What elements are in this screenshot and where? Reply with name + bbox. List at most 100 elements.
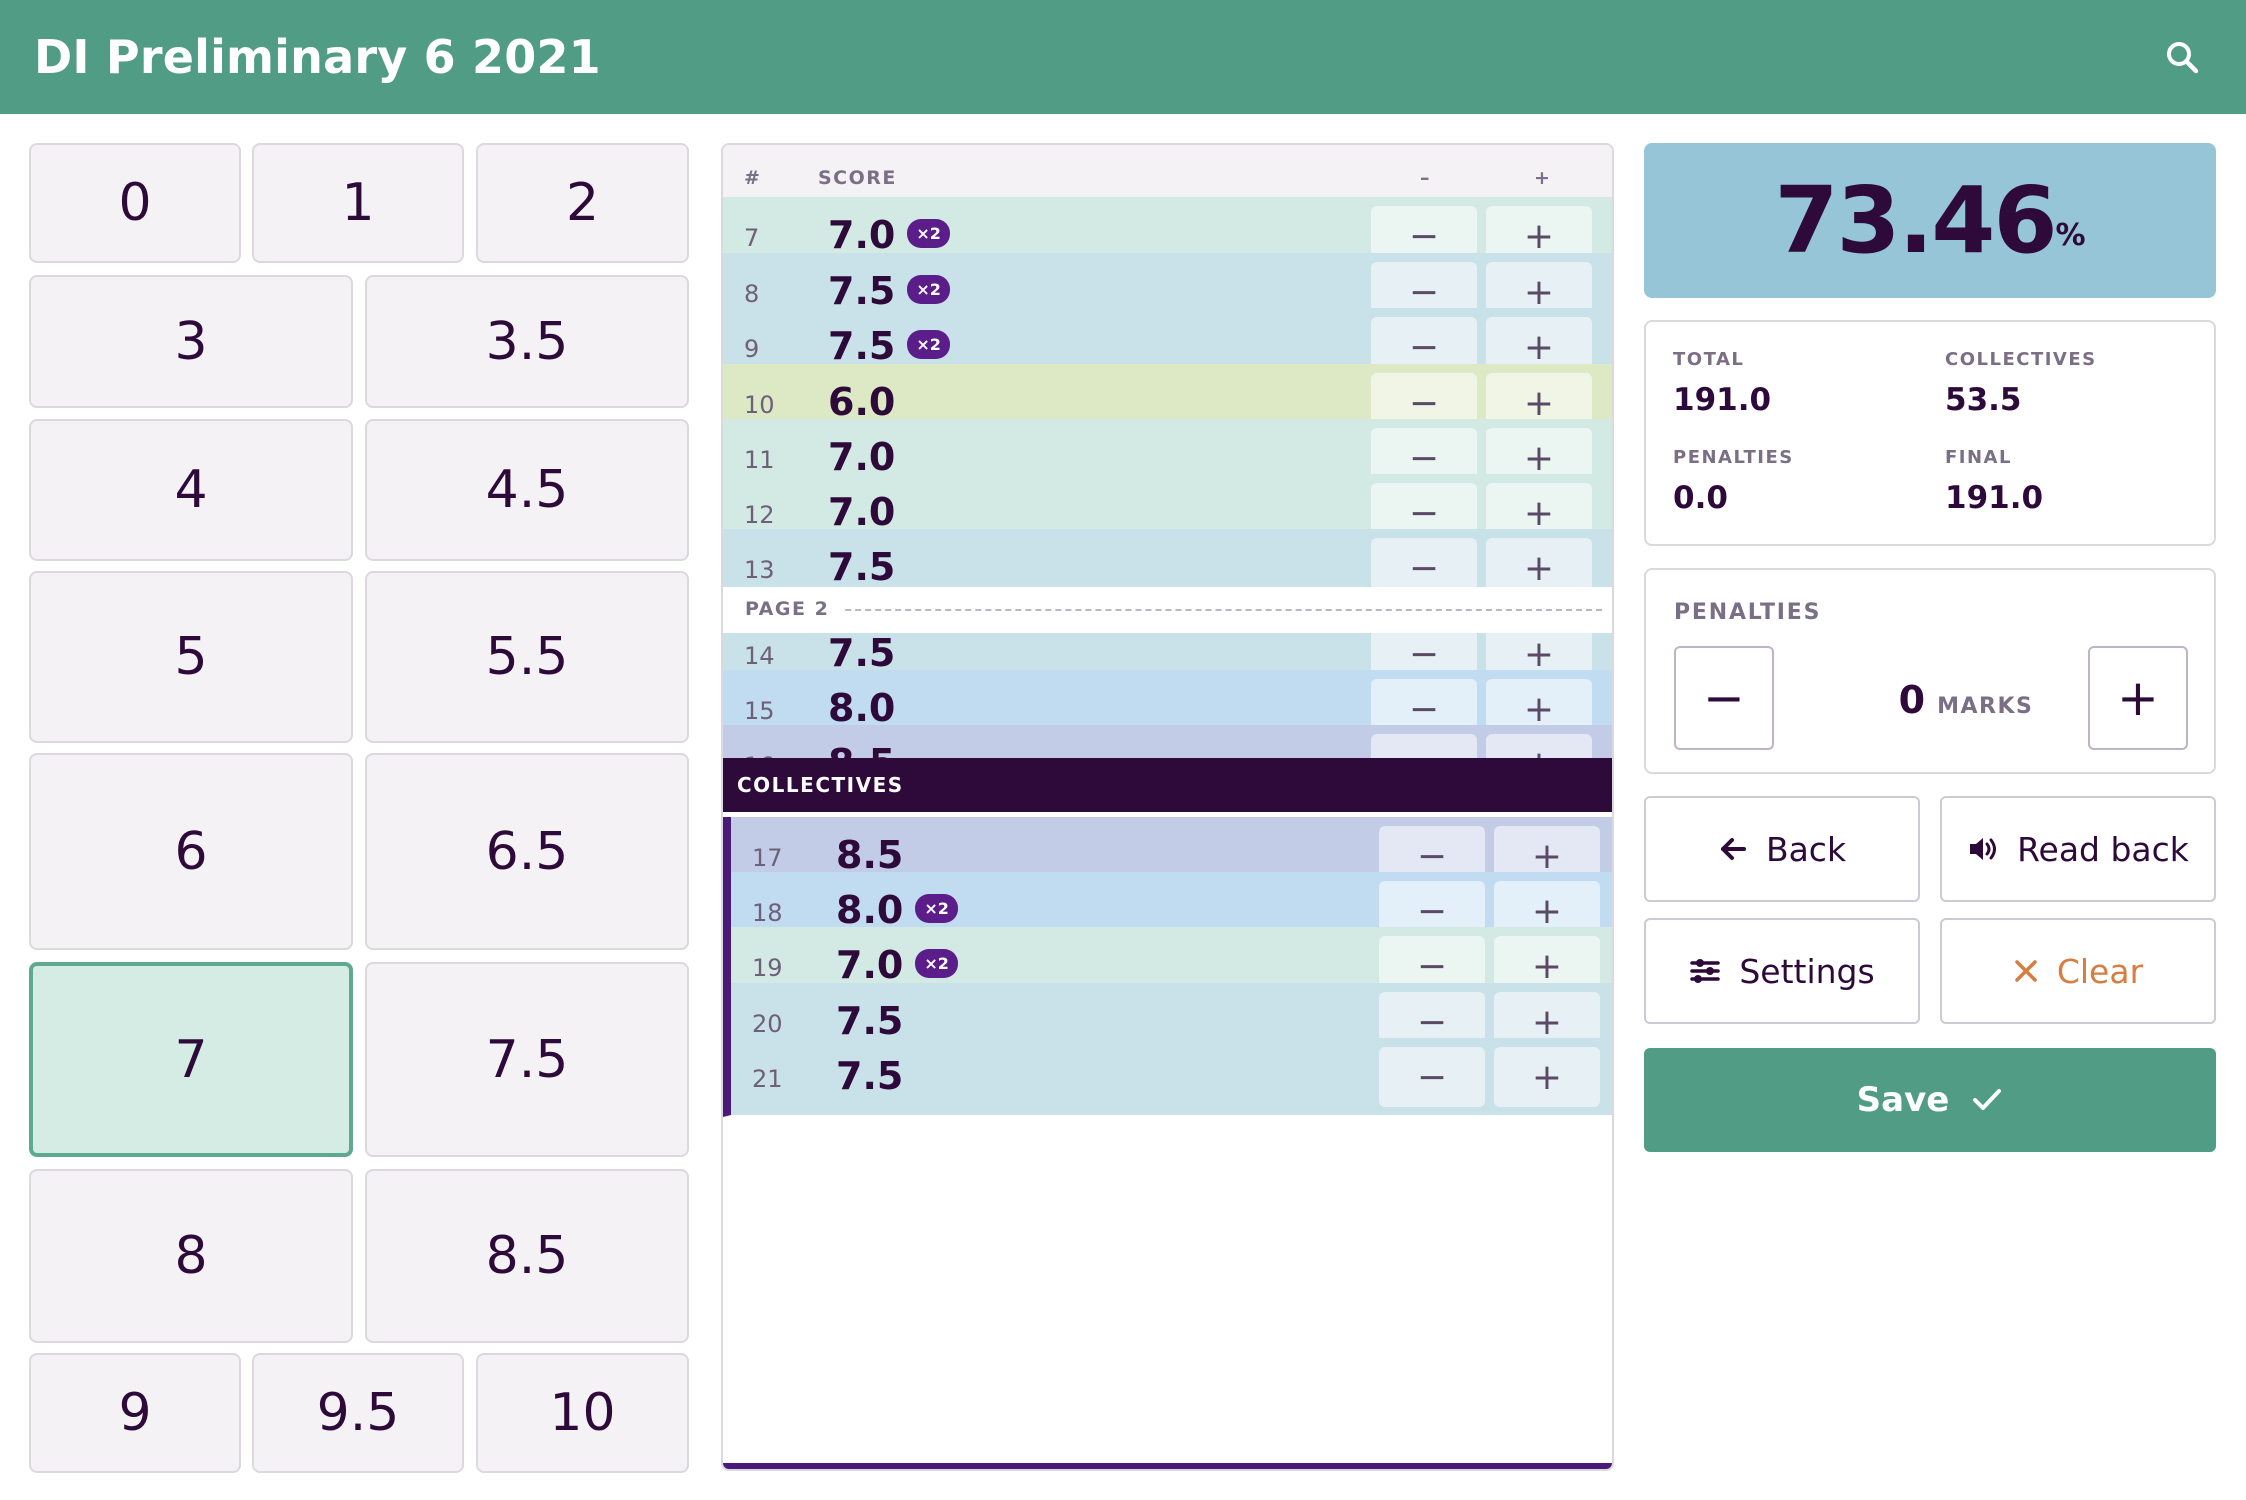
penalty-count: 0: [1898, 678, 1926, 722]
page-divider-line: [745, 609, 1602, 611]
key-9-5[interactable]: 9.5: [252, 1353, 464, 1473]
key-7-5[interactable]: 7.5: [365, 962, 689, 1157]
row-score-value: 7.5: [828, 324, 896, 368]
check-icon: [1973, 1089, 2002, 1110]
score-keypad: 0 1 2 3 3.5 4 4.5 5 5.5 6 6.5 7 7.5 8 8.…: [29, 143, 689, 1473]
coefficient-badge: ×2: [907, 330, 950, 359]
row-number: 18: [752, 899, 783, 927]
row-score-value: 8.0: [836, 888, 904, 932]
row-score: 7.5: [836, 1054, 903, 1098]
coefficient-badge: ×2: [907, 219, 950, 248]
row-number: 14: [744, 642, 775, 670]
decrement-button[interactable]: −: [1379, 1047, 1485, 1107]
penalty-unit: MARKS: [1937, 694, 2034, 719]
key-3[interactable]: 3: [29, 275, 353, 408]
row-score-value: 7.5: [836, 999, 904, 1043]
search-button[interactable]: [2152, 27, 2212, 87]
row-score: 7.5: [828, 545, 895, 589]
key-8[interactable]: 8: [29, 1169, 353, 1343]
close-icon: [2015, 960, 2037, 982]
row-score: 7.0 ×2: [836, 943, 958, 987]
row-number: 20: [752, 1010, 783, 1038]
row-number: 12: [744, 501, 775, 529]
row-number: 9: [744, 335, 760, 363]
page-title: DI Preliminary 6 2021: [34, 30, 601, 84]
col-minus: –: [1420, 167, 1431, 189]
score-summary: TOTAL 191.0 COLLECTIVES 53.5 PENALTIES 0…: [1644, 320, 2216, 546]
row-number: 21: [752, 1065, 783, 1093]
settings-button[interactable]: Settings: [1644, 918, 1920, 1024]
penalty-decrement-button[interactable]: −: [1674, 646, 1774, 750]
row-score: 8.0: [828, 686, 895, 730]
row-number: 15: [744, 697, 775, 725]
penalty-increment-button[interactable]: +: [2088, 646, 2188, 750]
row-score-value: 6.0: [828, 380, 896, 424]
row-score: 7.5: [828, 631, 895, 675]
row-score: 7.5: [836, 999, 903, 1043]
row-score-value: 7.5: [828, 269, 896, 313]
row-score-value: 7.0: [828, 213, 896, 257]
key-4-5[interactable]: 4.5: [365, 419, 689, 561]
key-5-5[interactable]: 5.5: [365, 571, 689, 743]
percentage-display: 73.46%: [1644, 143, 2216, 298]
row-score: 7.0: [828, 435, 895, 479]
row-score: 6.0: [828, 380, 895, 424]
summary-collectives: COLLECTIVES 53.5: [1945, 349, 2097, 418]
col-score: SCORE: [818, 167, 897, 189]
save-button[interactable]: Save: [1644, 1048, 2216, 1152]
save-label: Save: [1856, 1080, 1950, 1120]
key-10[interactable]: 10: [476, 1353, 689, 1473]
key-7[interactable]: 7: [29, 962, 353, 1157]
row-score-value: 7.0: [828, 435, 896, 479]
row-number: 11: [744, 446, 775, 474]
back-label: Back: [1765, 829, 1847, 869]
increment-button[interactable]: +: [1494, 1047, 1600, 1107]
speaker-icon: [1970, 838, 1997, 860]
sliders-icon: [1690, 959, 1721, 983]
page-label: PAGE 2: [745, 598, 844, 620]
summary-collectives-label: COLLECTIVES: [1945, 349, 2097, 370]
row-number: 8: [744, 280, 760, 308]
key-2[interactable]: 2: [476, 143, 689, 263]
key-0[interactable]: 0: [29, 143, 241, 263]
arrow-left-icon: [1720, 838, 1746, 860]
summary-total: TOTAL 191.0: [1673, 349, 1771, 418]
col-number: #: [744, 167, 762, 189]
key-9[interactable]: 9: [29, 1353, 241, 1473]
summary-total-value: 191.0: [1673, 382, 1772, 418]
row-score-value: 7.5: [828, 545, 896, 589]
percentage-value: 73.46: [1774, 167, 2057, 274]
key-5[interactable]: 5: [29, 571, 353, 743]
summary-penalties: PENALTIES 0.0: [1673, 447, 1794, 516]
key-8-5[interactable]: 8.5: [365, 1169, 689, 1343]
back-button[interactable]: Back: [1644, 796, 1920, 902]
key-6[interactable]: 6: [29, 753, 353, 950]
col-plus: +: [1534, 167, 1552, 189]
row-score-value: 8.0: [828, 686, 896, 730]
collectives-header: COLLECTIVES: [723, 758, 1612, 812]
read-back-button[interactable]: Read back: [1940, 796, 2216, 902]
row-score-value: 7.5: [836, 1054, 904, 1098]
row-score: 8.0 ×2: [836, 888, 958, 932]
summary-collectives-value: 53.5: [1945, 382, 2022, 418]
row-number: 19: [752, 954, 783, 982]
summary-final-value: 191.0: [1945, 480, 2044, 516]
table-header: # SCORE – +: [723, 145, 1612, 203]
settings-label: Settings: [1739, 951, 1875, 991]
row-number: 13: [744, 556, 775, 584]
coefficient-badge: ×2: [915, 894, 958, 923]
summary-penalties-value: 0.0: [1673, 480, 1728, 516]
row-score: 7.5 ×2: [828, 324, 950, 368]
key-4[interactable]: 4: [29, 419, 353, 561]
row-number: 10: [744, 391, 775, 419]
row-number: 7: [744, 224, 760, 252]
key-3-5[interactable]: 3.5: [365, 275, 689, 408]
row-score-value: 7.0: [836, 943, 904, 987]
app-header: DI Preliminary 6 2021: [0, 0, 2246, 114]
score-table: # SCORE – + 7 7.0 ×2− +8 7.5 ×2− +9 7.5 ×2− +10 6.…: [721, 143, 1614, 1471]
penalties-title: PENALTIES: [1674, 600, 1822, 625]
key-1[interactable]: 1: [252, 143, 464, 263]
key-6-5[interactable]: 6.5: [365, 753, 689, 950]
clear-button[interactable]: Clear: [1940, 918, 2216, 1024]
table-row: 21 7.5 − +: [723, 1038, 1612, 1117]
